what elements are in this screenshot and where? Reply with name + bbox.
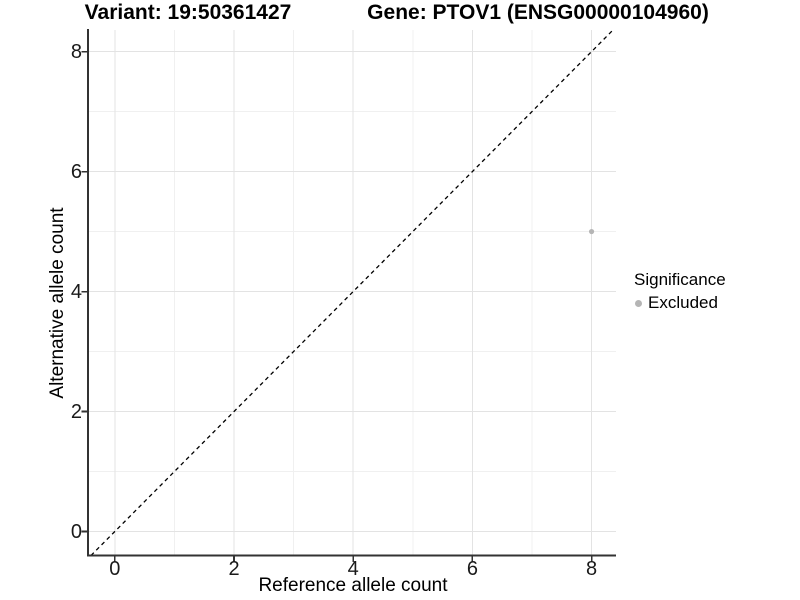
x-tick-label: 6 <box>466 558 478 580</box>
y-tick-label: 4 <box>70 280 82 303</box>
legend-item-label: Excluded <box>648 293 718 312</box>
y-tick-label: 6 <box>70 160 82 183</box>
legend: Significance Excluded <box>634 271 726 312</box>
data-point-excluded <box>588 228 595 235</box>
excluded-point-icon <box>635 299 642 307</box>
x-axis-title: Reference allele count <box>258 575 448 596</box>
x-tick-label: 2 <box>228 558 240 580</box>
gene-title: Gene: PTOV1 (ENSG00000104960) <box>367 1 709 24</box>
y-tick-label: 0 <box>70 520 82 543</box>
y-tick-label: 8 <box>70 40 82 63</box>
x-tick-label: 8 <box>586 558 598 580</box>
y-axis-title: Alternative allele count <box>47 207 68 399</box>
variant-title: Variant: 19:50361427 <box>84 1 292 24</box>
x-tick-label: 4 <box>347 558 359 580</box>
legend-title: Significance <box>634 270 726 289</box>
x-tick-label: 0 <box>109 558 121 580</box>
legend-item-excluded: Excluded <box>635 294 726 312</box>
y-tick-label: 2 <box>70 400 82 423</box>
identity-dashed-line <box>90 29 614 556</box>
